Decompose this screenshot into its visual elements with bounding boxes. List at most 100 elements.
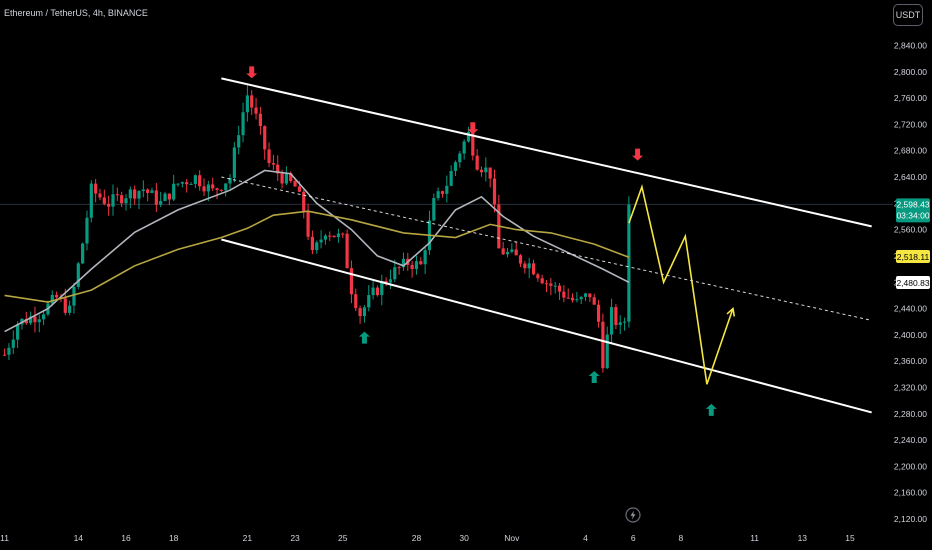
currency-button[interactable]: USDT [893,4,923,26]
candle-body [94,183,98,194]
projection-path [628,184,736,385]
candle-body [471,131,475,156]
candle-body [423,250,427,265]
candle-body [11,339,15,348]
arrow-up-icon [705,403,717,416]
time-tick-label: 25 [338,533,348,543]
candle-body [302,191,306,212]
candle-body [89,183,93,218]
candle-body [245,95,249,113]
time-tick-label: 18 [169,533,179,543]
candle-body [367,295,371,308]
candle-body [224,183,228,191]
candle-body [514,249,518,256]
candle-body [237,135,241,148]
candle-body [510,249,514,252]
candle-body [562,291,566,298]
candle-body [566,297,570,299]
time-tick-label: 21 [243,533,253,543]
candle-body [128,189,132,199]
price-tick-label: 2,840.00 [894,41,927,51]
candle-body [553,285,557,287]
candle-body [414,261,419,270]
time-axis[interactable]: 11 14 16 18 21 23 25 28 30 Nov 4 6 8 11 13 15 [0,533,855,543]
time-tick-label: 16 [121,533,131,543]
candle-body [622,321,627,323]
candle-body [55,294,59,298]
candle-body [289,173,293,182]
price-badge-value: 2,598.43 [896,199,929,209]
candle-body [319,239,323,243]
candle-body [484,167,488,173]
candle-body [332,235,336,238]
candle-body [63,298,67,313]
candle-body [432,198,436,221]
candle-body [384,280,388,283]
time-tick-label: 14 [74,533,84,543]
candle-body [518,255,523,264]
candle-body [627,204,631,322]
candle-body [146,189,150,193]
arrow-down-icon [246,66,258,79]
candle-body [29,316,33,324]
candle-body [7,347,11,355]
candle-body [102,197,106,204]
candle-body [189,183,193,185]
candle-body [549,283,553,286]
moving-average-lines [4,169,630,333]
candle-body [583,293,588,297]
arrow-down-icon [632,148,644,161]
time-tick-label: 23 [290,533,300,543]
candle-body [401,258,406,268]
candle-body [488,167,492,179]
candle-body [588,293,592,298]
candle-body [232,147,236,178]
candle-body [557,285,562,292]
time-tick-label: Nov [504,533,520,543]
candle-body [592,297,596,305]
candle-body [362,307,367,317]
price-badge-countdown: 03:34:00 [896,210,929,220]
candle-body [579,296,583,300]
candle-body [466,131,471,142]
candle-body [570,297,575,301]
candle-body [124,198,128,204]
candle-body [462,141,466,154]
price-tick-label: 2,360.00 [894,356,927,366]
candle-body [614,307,618,325]
candle-body [159,201,163,205]
candle-body [198,175,202,187]
candle-body [453,162,458,171]
candle-body [449,170,453,186]
price-tick-label: 2,200.00 [894,461,927,471]
candle-body [241,112,245,136]
candle-body [523,263,527,269]
candle-body [202,186,206,192]
candle-body [250,95,254,108]
time-tick-label: 4 [583,533,588,543]
candle-body [211,184,215,189]
price-tick-label: 2,240.00 [894,435,927,445]
time-tick-label: 15 [845,533,855,543]
price-tick-label: 2,280.00 [894,409,927,419]
time-tick-label: 28 [412,533,422,543]
candle-body [345,233,349,269]
time-tick-label: 30 [459,533,469,543]
symbol-title[interactable]: Ethereum / TetherUS, 4h, BINANCE [4,8,148,18]
candle-body [475,155,479,170]
time-tick-label: 13 [798,533,808,543]
candlestick-series [3,85,631,373]
candle-body [271,163,275,165]
candle-body [180,182,184,184]
candle-body [263,126,267,150]
lightning-icon[interactable] [625,507,641,523]
arrow-down-icon [467,122,479,135]
candle-body [120,195,124,204]
candle-body [85,217,89,244]
candle-body [505,251,510,255]
candle-body [341,233,345,235]
candle-body [254,107,258,114]
candle-body [306,211,310,237]
candle-body [397,267,401,269]
